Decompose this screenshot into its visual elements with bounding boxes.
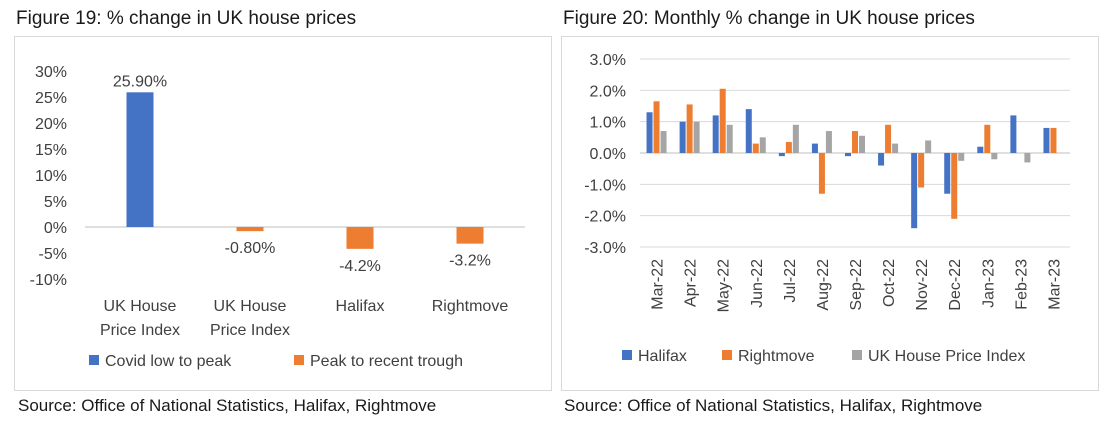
x-category-label: Jun-22	[749, 259, 766, 308]
bar-halifax	[811, 143, 818, 153]
bar-uk-house-price-index	[792, 124, 799, 153]
bar-halifax	[911, 153, 918, 229]
x-category-label: Mar-23	[1046, 259, 1063, 310]
legend-swatch	[294, 355, 304, 365]
y-tick-label: -3.0%	[584, 240, 626, 257]
x-category-label: Apr-22	[683, 259, 700, 307]
figure-20-chart: 3.0% 2.0% 1.0% 0.0% -1.0% -2.0% -3.0% Mar-22 Apr…	[584, 52, 1070, 365]
y-tick-label: -2.0%	[584, 209, 626, 226]
bar-halifax	[778, 153, 785, 157]
x-category-label: May-22	[716, 259, 733, 312]
figure-19-chart: 30% 25% 20% 15% 10% 5% 0% -5% -10% 25.90% UK House…	[30, 64, 525, 370]
bar-peak-to-recent-trough	[346, 227, 374, 249]
bar-uk-house-price-index	[726, 124, 733, 153]
bar-rightmove	[984, 124, 991, 153]
figure-20-chart-panel: 3.0% 2.0% 1.0% 0.0% -1.0% -2.0% -3.0% Mar-22 Apr…	[561, 36, 1099, 391]
legend-label: Halifax	[638, 348, 687, 365]
bar-uk-house-price-index	[925, 140, 932, 153]
bar-rightmove	[653, 101, 660, 153]
bar-rightmove	[852, 131, 858, 153]
data-label: -3.2%	[449, 253, 491, 270]
y-tick-label: 1.0%	[590, 115, 626, 132]
legend-label: Peak to recent trough	[310, 353, 463, 370]
bar-uk-house-price-index	[825, 131, 832, 153]
x-category-label: Price Index	[210, 322, 290, 339]
x-category-label: Aug-22	[815, 259, 832, 311]
figure-19-title: Figure 19: % change in UK house prices	[16, 8, 357, 29]
bar-halifax	[845, 153, 851, 157]
bar-halifax	[878, 153, 885, 166]
x-category-label: Nov-22	[914, 259, 931, 311]
bar-halifax	[712, 115, 719, 153]
bar-uk-house-price-index	[892, 143, 899, 153]
y-tick-label: 10%	[35, 168, 67, 185]
legend-label: Rightmove	[738, 348, 815, 365]
legend-swatch	[622, 350, 632, 360]
bar-uk-house-price-index	[991, 153, 998, 160]
y-tick-label: 0%	[44, 220, 67, 237]
figure-19-source: Source: Office of National Statistics, H…	[18, 396, 437, 415]
bar-covid-low-to-peak	[126, 92, 154, 227]
bar-uk-house-price-index	[859, 135, 865, 153]
x-category-label: Oct-22	[881, 259, 898, 307]
x-category-label: UK House	[104, 298, 177, 315]
y-tick-label: 25%	[35, 90, 67, 107]
y-tick-label: 0.0%	[590, 146, 626, 163]
legend-label: Covid low to peak	[105, 353, 232, 370]
data-label: -4.2%	[339, 258, 381, 275]
x-category-label: Feb-23	[1013, 259, 1030, 310]
bar-rightmove	[785, 142, 792, 153]
bar-rightmove	[686, 104, 693, 153]
x-category-label: Halifax	[336, 298, 385, 315]
y-tick-label: 3.0%	[590, 52, 626, 69]
x-category-label: Dec-22	[947, 259, 964, 311]
bar-rightmove	[885, 124, 892, 153]
bar-halifax	[1010, 115, 1017, 153]
bar-uk-house-price-index	[759, 137, 766, 153]
y-tick-label: 30%	[35, 64, 67, 81]
x-category-label: Mar-22	[650, 259, 667, 310]
x-category-label: Price Index	[100, 322, 180, 339]
bar-halifax	[745, 109, 752, 153]
bar-uk-house-price-index	[660, 131, 667, 153]
bar-peak-to-recent-trough	[236, 227, 264, 232]
bar-uk-house-price-index	[958, 153, 965, 161]
bar-uk-house-price-index	[1024, 153, 1031, 163]
bar-rightmove	[951, 153, 958, 219]
y-tick-label: -1.0%	[584, 177, 626, 194]
legend-swatch	[89, 355, 99, 365]
legend-label: UK House Price Index	[868, 348, 1025, 365]
bar-rightmove	[719, 88, 726, 153]
figure-20-title: Figure 20: Monthly % change in UK house …	[563, 8, 975, 29]
bar-halifax	[944, 153, 951, 194]
data-label: -0.80%	[225, 240, 276, 257]
bar-halifax	[646, 112, 653, 153]
bar-rightmove	[1050, 127, 1057, 153]
x-category-label: Jul-22	[782, 259, 799, 303]
legend-swatch	[852, 350, 862, 360]
bar-peak-to-recent-trough	[456, 227, 484, 244]
y-tick-label: 20%	[35, 116, 67, 133]
bar-halifax	[977, 146, 984, 153]
bar-rightmove	[752, 143, 759, 153]
figure-20-source: Source: Office of National Statistics, H…	[564, 396, 983, 415]
y-tick-label: 5%	[44, 194, 67, 211]
legend-swatch	[722, 350, 732, 360]
x-category-label: UK House	[214, 298, 287, 315]
y-tick-label: -5%	[39, 246, 67, 263]
bar-rightmove	[918, 153, 925, 188]
figure-19-chart-panel: 30% 25% 20% 15% 10% 5% 0% -5% -10% 25.90% UK House…	[14, 36, 552, 391]
x-category-label: Jan-23	[980, 259, 997, 308]
bar-halifax	[1043, 127, 1050, 153]
y-tick-label: -10%	[30, 272, 67, 289]
bar-rightmove	[818, 153, 825, 194]
bar-uk-house-price-index	[693, 121, 700, 153]
data-label: 25.90%	[113, 73, 167, 90]
x-category-label: Rightmove	[432, 298, 509, 315]
y-tick-label: 15%	[35, 142, 67, 159]
y-tick-label: 2.0%	[590, 83, 626, 100]
bar-halifax	[679, 121, 686, 153]
x-category-label: Sep-22	[848, 259, 865, 311]
